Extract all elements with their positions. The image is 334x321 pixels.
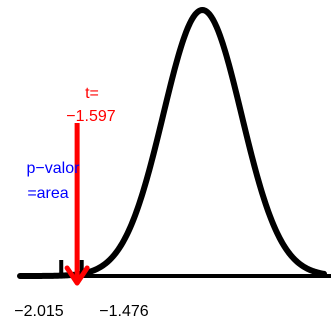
p-value-label: p−valor [27, 160, 81, 177]
critical-value-label-2: −1.476 [99, 303, 148, 320]
critical-value-label-1: −2.015 [14, 303, 63, 320]
t-statistic-value: −1.597 [66, 108, 115, 125]
density-curve [17, 7, 327, 279]
t-statistic-label: t= [85, 85, 99, 102]
t-statistic-arrow-head [64, 265, 90, 286]
p-value-label-area: =area [27, 185, 68, 202]
